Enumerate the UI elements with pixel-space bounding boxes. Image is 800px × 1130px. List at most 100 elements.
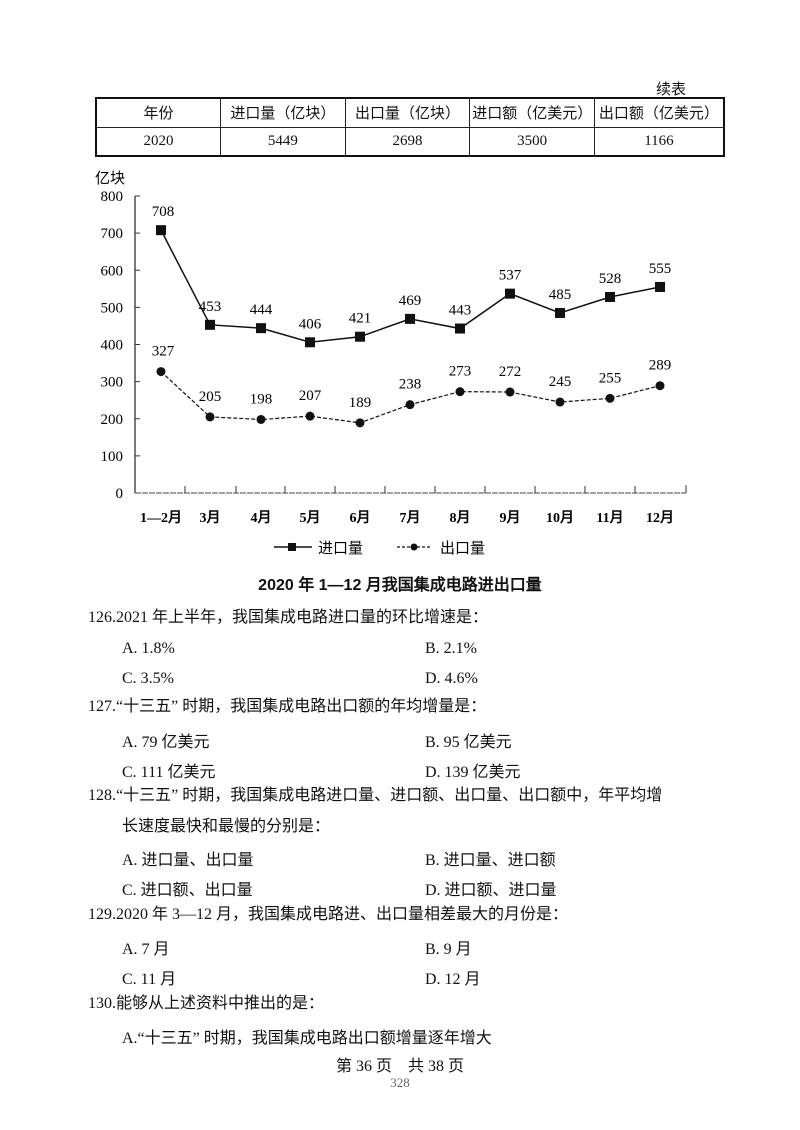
series-import: 708 453 444 406 421 469 443 537 485 528 555	[152, 204, 672, 348]
x-tick-label: 6月	[350, 510, 371, 526]
square-marker-icon	[655, 281, 665, 292]
data-label: 453	[199, 299, 222, 315]
answer-option[interactable]: A. 79 亿美元	[122, 734, 210, 751]
y-tick-label: 600	[101, 263, 124, 279]
x-axis: 1—2月 3月 4月 5月 6月 7月 8月 9月 10月 11月 12月	[135, 485, 687, 526]
line-chart: 亿块 0 100 200 300 400 500 600 700 800 1—2月 3月 4月 5月 6…	[95, 170, 687, 557]
page-footer: 第 36 页 共 38 页	[335, 1058, 464, 1075]
square-marker-icon	[605, 291, 615, 302]
circle-marker-icon	[205, 412, 215, 422]
y-tick-label: 0	[116, 486, 124, 502]
chart-title: 2020 年 1—12 月我国集成电路进出口量	[258, 577, 542, 594]
data-label: 245	[549, 374, 572, 390]
circle-marker-icon	[156, 367, 166, 377]
y-axis-unit: 亿块	[95, 170, 125, 187]
answer-option[interactable]: B. 进口量、进口额	[425, 852, 556, 869]
table-cell: 1166	[593, 126, 725, 157]
answer-option[interactable]: A. 7 月	[122, 941, 170, 958]
square-marker-icon	[305, 337, 315, 348]
question-text: 长速度最快和最慢的分别是：	[122, 818, 331, 835]
square-marker-icon	[288, 543, 296, 551]
y-axis: 0 100 200 300 400 500 600 700 800	[101, 189, 140, 502]
y-tick-label: 400	[101, 338, 124, 354]
answer-option[interactable]: B. 95 亿美元	[425, 734, 512, 751]
circle-marker-icon	[555, 397, 565, 407]
data-label: 273	[449, 364, 472, 380]
table-header-row: 年份 进口量（亿块） 出口量（亿块） 进口额（亿美元） 出口额（亿美元）	[95, 97, 725, 128]
svg-text:出口量: 出口量	[440, 540, 485, 557]
x-tick-label: 8月	[450, 510, 471, 526]
square-marker-icon	[555, 307, 565, 318]
answer-option[interactable]: C. 进口额、出口量	[122, 882, 253, 899]
circle-marker-icon	[410, 543, 418, 551]
table-header: 年份	[95, 97, 222, 128]
answer-option[interactable]: A. 进口量、出口量	[122, 852, 254, 869]
data-label: 485	[549, 287, 572, 303]
question-text: 128.“十三五” 时期，我国集成电路进口量、进口额、出口量、出口额中，年平均增	[88, 787, 663, 804]
table-header: 出口额（亿美元）	[593, 97, 725, 128]
answer-option[interactable]: C. 3.5%	[122, 670, 174, 687]
y-tick-label: 100	[101, 449, 124, 465]
x-tick-label: 5月	[300, 510, 321, 526]
data-label: 189	[349, 395, 372, 411]
y-tick-label: 500	[101, 300, 124, 316]
x-tick-label: 9月	[500, 510, 521, 526]
y-tick-label: 200	[101, 412, 124, 428]
table-row: 2020 5449 2698 3500 1166	[95, 126, 725, 157]
x-tick-label: 10月	[546, 510, 574, 526]
answer-option[interactable]: A.“十三五” 时期，我国集成电路出口额增量逐年增大	[122, 1030, 492, 1047]
data-label: 198	[250, 391, 273, 407]
data-label: 469	[399, 293, 422, 309]
question-text: 126.2021 年上半年，我国集成电路进口量的环比增速是：	[88, 609, 489, 626]
answer-option[interactable]: A. 1.8%	[122, 640, 175, 657]
y-tick-label: 700	[101, 226, 124, 242]
circle-marker-icon	[455, 387, 465, 397]
square-marker-icon	[505, 288, 515, 299]
data-label: 238	[399, 377, 422, 393]
data-label: 255	[599, 370, 622, 386]
x-tick-label: 1—2月	[140, 510, 182, 526]
data-label: 708	[152, 204, 175, 220]
legend-export: 出口量	[397, 540, 485, 557]
data-label: 555	[649, 261, 672, 277]
page-number: 328	[390, 1075, 410, 1090]
table-cell: 2698	[344, 126, 471, 157]
answer-option[interactable]: D. 4.6%	[425, 670, 478, 687]
circle-marker-icon	[305, 411, 315, 421]
legend-import: 进口量	[274, 540, 363, 557]
x-tick-label: 4月	[251, 510, 272, 526]
answer-option[interactable]: D. 12 月	[425, 971, 481, 988]
square-marker-icon	[256, 323, 266, 334]
table-cell: 5449	[220, 126, 346, 157]
data-label: 443	[449, 303, 472, 319]
question-text: 129.2020 年 3—12 月，我国集成电路进、出口量相差最大的月份是：	[88, 906, 569, 923]
x-tick-label: 11月	[596, 510, 623, 526]
answer-option[interactable]: C. 111 亿美元	[122, 764, 216, 781]
circle-marker-icon	[355, 418, 365, 428]
data-label: 528	[599, 271, 622, 287]
table-header: 进口量（亿块）	[220, 97, 346, 128]
answer-option[interactable]: D. 139 亿美元	[425, 764, 521, 781]
answer-option[interactable]: C. 11 月	[122, 971, 177, 988]
data-label: 421	[349, 311, 372, 327]
data-label: 272	[499, 364, 522, 380]
circle-marker-icon	[605, 393, 615, 403]
answer-option[interactable]: B. 9 月	[425, 941, 472, 958]
x-tick-label: 12月	[646, 510, 674, 526]
circle-marker-icon	[655, 381, 665, 391]
table-header: 出口量（亿块）	[344, 97, 471, 128]
question-text: 130.能够从上述资料中推出的是：	[88, 995, 325, 1012]
data-label: 327	[152, 344, 175, 360]
square-marker-icon	[156, 225, 166, 236]
y-tick-label: 300	[101, 375, 124, 391]
data-label: 537	[499, 268, 522, 284]
data-table: 年份 进口量（亿块） 出口量（亿块） 进口额（亿美元） 出口额（亿美元） 202…	[95, 97, 725, 157]
data-label: 406	[299, 316, 322, 332]
data-label: 207	[299, 388, 322, 404]
continued-table-label: 续表	[656, 82, 687, 98]
answer-option[interactable]: D. 进口额、进口量	[425, 882, 557, 899]
answer-option[interactable]: B. 2.1%	[425, 640, 477, 657]
circle-marker-icon	[505, 387, 515, 397]
data-label: 289	[649, 358, 672, 374]
y-tick-label: 800	[101, 189, 124, 205]
